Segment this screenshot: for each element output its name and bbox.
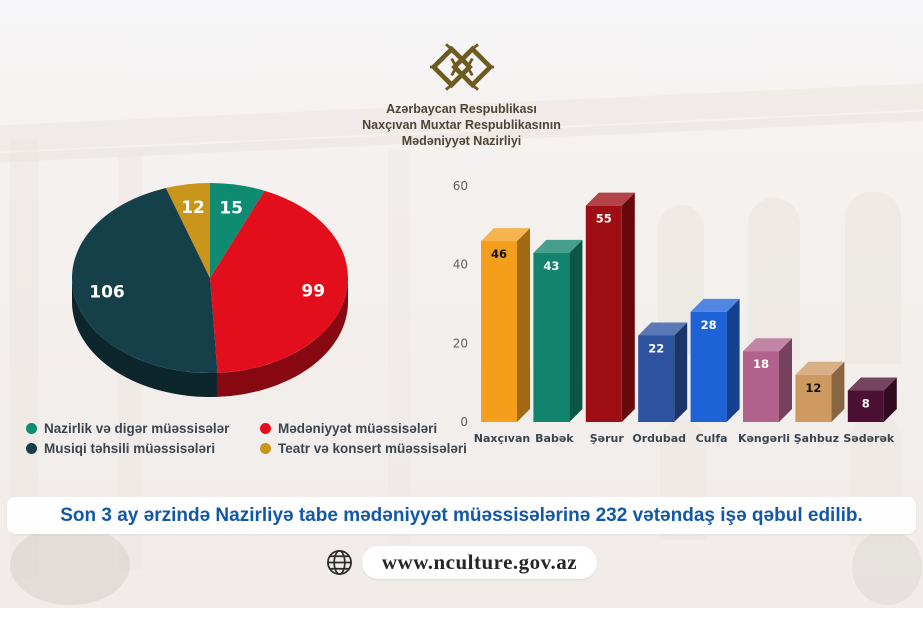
pie-value-label: 12 [181, 198, 205, 218]
bar-value-label: 18 [753, 357, 769, 371]
bar-category-label: Culfa [696, 432, 728, 445]
bar-category-label: Ordubad [632, 432, 686, 445]
nakhchivan-knot-icon [429, 43, 494, 91]
building-window [845, 192, 901, 364]
pie-value-label: 15 [219, 198, 243, 218]
bar: 28 Culfa [690, 298, 740, 445]
legend-label: Mədəniyyət müəssisələri [278, 421, 438, 436]
building-window [748, 198, 800, 360]
pie-slice-rim [217, 278, 348, 397]
bar-value-label: 22 [648, 341, 664, 355]
bar-category-label: Kəngərli [738, 432, 790, 445]
bar: 22 Ordubad [632, 322, 688, 445]
bar: 18 Kəngərli [738, 338, 792, 445]
legend-label: Musiqi təhsili müəssisələri [44, 441, 216, 456]
bar: 46 Naxçıvan [474, 228, 530, 445]
pie-slice [210, 190, 349, 373]
building-pilaster [388, 150, 410, 570]
pie-slice [71, 187, 218, 373]
bar-category-label: Şahbuz [794, 432, 839, 445]
legend-swatch [260, 443, 271, 454]
pie-chart-institutions: 15 99 106 12 [71, 183, 349, 397]
y-axis-tick: 20 [453, 336, 468, 350]
pie-slice-rim [72, 278, 218, 397]
org-line-1: Azərbaycan Respublikası [386, 102, 537, 116]
legend-item: Mədəniyyət müəssisələri [260, 421, 467, 436]
bar-category-label: Sədərək [843, 432, 895, 445]
website-url[interactable]: www.nculture.gov.az [381, 549, 578, 574]
bar-value-label: 8 [862, 397, 870, 411]
org-line-2: Naxçıvan Muxtar Respublikasının [362, 118, 561, 132]
y-axis-tick: 60 [453, 179, 468, 193]
legend-swatch [26, 423, 37, 434]
bar-category-label: Babək [535, 432, 574, 445]
bar-value-label: 12 [805, 381, 821, 395]
legend-item: Teatr və konsert müəssisələri [260, 441, 467, 456]
legend-item: Musiqi təhsili müəssisələri [26, 441, 250, 456]
globe-icon [326, 549, 352, 575]
bar-category-label: Şərur [590, 432, 625, 445]
bar: 12 Şahbuz [794, 361, 845, 445]
bar-value-label: 55 [596, 212, 612, 226]
tree-silhouette [852, 530, 922, 605]
pie-value-label: 106 [89, 283, 125, 303]
org-line-3: Mədəniyyət Nazirliyi [401, 134, 522, 148]
website-pill[interactable]: www.nculture.gov.az [361, 545, 598, 579]
pie-value-label: 99 [301, 282, 325, 302]
ministry-header: Azərbaycan Respublikası Naxçıvan Muxtar … [0, 42, 923, 149]
statement-text: Son 3 ay ərzində Nazirliyə tabe mədəniyy… [60, 504, 863, 526]
legend-label: Nazirlik və digər müəssisələr [44, 421, 230, 436]
y-axis-tick: 40 [453, 258, 468, 272]
bar: 8 Sədərək [843, 377, 897, 445]
statement-banner: Son 3 ay ərzində Nazirliyə tabe mədəniyy… [7, 497, 916, 534]
pie-slice [165, 183, 210, 278]
pie-slice [210, 183, 265, 278]
tree-silhouette [10, 525, 130, 605]
bar-value-label: 43 [543, 259, 559, 273]
bar-value-label: 46 [491, 247, 507, 261]
bar-chart-districts: 60 40 20 0 46 Naxçıvan 43 Babək 55 Şərur 22 Ordubad… [453, 179, 897, 445]
website-row: www.nculture.gov.az [0, 544, 923, 580]
legend-swatch [260, 423, 271, 434]
bar-category-label: Naxçıvan [474, 432, 530, 445]
pie-legend: Nazirlik və digər müəssisələr Mədəniyyət … [18, 421, 467, 456]
bar: 55 Şərur [585, 192, 635, 445]
y-axis-tick: 0 [460, 415, 468, 429]
bar-value-label: 28 [701, 318, 717, 332]
legend-item: Nazirlik və digər müəssisələr [26, 421, 250, 436]
legend-swatch [26, 443, 37, 454]
bar: 43 Babək [533, 239, 583, 445]
legend-label: Teatr və konsert müəssisələri [278, 441, 467, 456]
